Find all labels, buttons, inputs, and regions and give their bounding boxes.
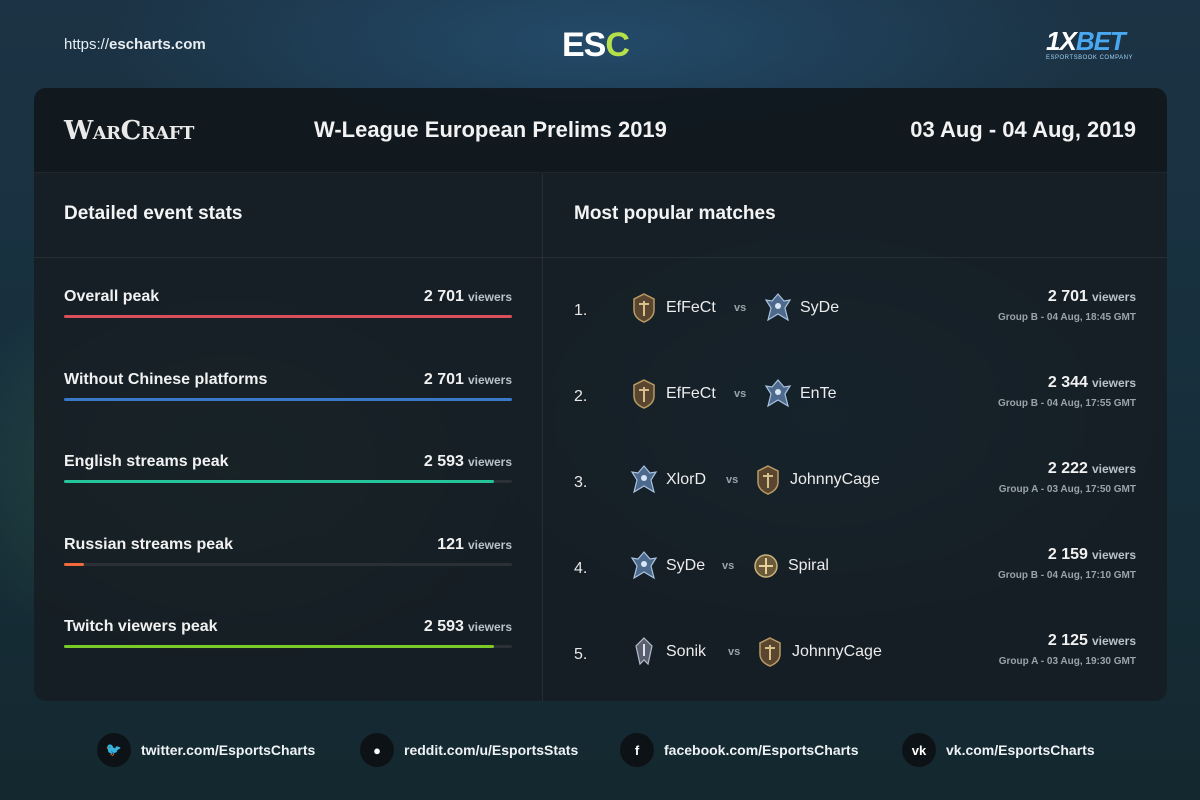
stats-section-title: Detailed event stats	[64, 203, 243, 224]
stat-label: Overall peak	[64, 288, 160, 305]
match-rank: 3.	[574, 474, 588, 491]
team2-name[interactable]: Spiral	[788, 557, 829, 574]
match-rank: 4.	[574, 560, 588, 577]
match-meta: Group B - 04 Aug, 17:55 GMT	[998, 398, 1136, 409]
game-logo: WarCraft	[64, 116, 194, 146]
undead-crest-icon	[630, 464, 658, 496]
stat-bar-fill	[64, 398, 512, 401]
facebook-label: facebook.com/EsportsCharts	[664, 742, 859, 758]
orc-crest-icon	[630, 292, 658, 324]
stat-row: Without Chinese platforms 2 701 viewers	[64, 371, 512, 411]
social-footer: 🐦 twitter.com/EsportsCharts ● reddit.com…	[0, 730, 1200, 770]
team1-name[interactable]: EfFeCt	[666, 385, 716, 402]
team1-name[interactable]: Sonik	[666, 643, 707, 660]
facebook-link[interactable]: f facebook.com/EsportsCharts	[620, 730, 859, 770]
stat-value: 2 701 viewers	[423, 371, 512, 388]
facebook-icon: f	[620, 733, 654, 767]
match-meta: Group A - 03 Aug, 19:30 GMT	[998, 656, 1136, 667]
stat-value: 2 593 viewers	[423, 453, 512, 470]
match-row[interactable]: 5. Sonik vs JohnnyCage 2 125 viewers Grou…	[574, 632, 1136, 692]
esc-logo[interactable]: ESC	[562, 26, 630, 64]
orc-crest-icon	[630, 378, 658, 410]
vk-label: vk.com/EsportsCharts	[946, 742, 1095, 758]
matches-section-title: Most popular matches	[574, 203, 776, 224]
stat-bar-track	[64, 398, 512, 401]
stat-value: 2 701 viewers	[423, 288, 512, 305]
event-title: W-League European Prelims 2019	[314, 117, 667, 142]
stat-label: Twitch viewers peak	[64, 618, 218, 635]
stat-row: Overall peak 2 701 viewers	[64, 288, 512, 328]
team1-name[interactable]: SyDe	[666, 557, 706, 574]
reddit-link[interactable]: ● reddit.com/u/EsportsStats	[360, 730, 578, 770]
stat-bar-track	[64, 480, 512, 483]
reddit-label: reddit.com/u/EsportsStats	[404, 742, 579, 758]
undead-crest-icon	[764, 378, 792, 410]
top-bar: https://escharts.com ESC 1XBET ESPORTSBO…	[0, 0, 1200, 88]
sponsor-logo[interactable]: 1XBET ESPORTSBOOK COMPANY	[1046, 26, 1133, 61]
team1-name[interactable]: XlorD	[666, 471, 707, 488]
stat-bar-fill	[64, 480, 495, 483]
match-rank: 5.	[574, 646, 588, 663]
stat-row: Russian streams peak 121 viewers	[64, 536, 512, 576]
stat-row: English streams peak 2 593 viewers	[64, 453, 512, 493]
match-viewers: 2 159 viewers	[1047, 546, 1136, 563]
match-row[interactable]: 3. XlorD vs JohnnyCage 2 222 viewers Grou…	[574, 460, 1136, 520]
match-rank: 2.	[574, 388, 588, 405]
human-crest-icon	[752, 550, 780, 582]
site-url-link[interactable]: https://escharts.com	[64, 36, 206, 53]
undead-crest-icon	[764, 292, 792, 324]
twitter-label: twitter.com/EsportsCharts	[141, 742, 316, 758]
match-meta: Group A - 03 Aug, 17:50 GMT	[998, 484, 1136, 495]
stat-bar-track	[64, 315, 512, 318]
match-row[interactable]: 1. EfFeCt vs SyDe 2 701 viewers Group B -…	[574, 288, 1136, 348]
stat-bar-fill	[64, 645, 495, 648]
team2-name[interactable]: SyDe	[800, 299, 840, 316]
row-divider	[34, 257, 1167, 258]
vs-label: vs	[728, 646, 741, 658]
vs-label: vs	[734, 302, 747, 314]
stat-bar-track	[64, 563, 512, 566]
stat-row: Twitch viewers peak 2 593 viewers	[64, 618, 512, 658]
team2-name[interactable]: JohnnyCage	[790, 471, 880, 488]
vk-icon: vk	[902, 733, 936, 767]
match-viewers: 2 125 viewers	[1047, 632, 1136, 649]
column-divider	[542, 173, 543, 701]
match-row[interactable]: 2. EfFeCt vs EnTe 2 344 viewers Group B -…	[574, 374, 1136, 434]
event-header: WarCraft W-League European Prelims 2019 …	[34, 88, 1167, 173]
match-row[interactable]: 4. SyDe vs Spiral 2 159 viewers Group B -…	[574, 546, 1136, 606]
vs-label: vs	[734, 388, 747, 400]
match-meta: Group B - 04 Aug, 18:45 GMT	[998, 312, 1136, 323]
undead-crest-icon	[630, 550, 658, 582]
match-viewers: 2 222 viewers	[1047, 460, 1136, 477]
match-viewers: 2 701 viewers	[1047, 288, 1136, 305]
event-panel: WarCraft W-League European Prelims 2019 …	[34, 88, 1167, 701]
reddit-icon: ●	[360, 733, 394, 767]
twitter-link[interactable]: 🐦 twitter.com/EsportsCharts	[97, 730, 315, 770]
match-meta: Group B - 04 Aug, 17:10 GMT	[998, 570, 1136, 581]
stat-bar-track	[64, 645, 512, 648]
team2-name[interactable]: JohnnyCage	[792, 643, 882, 660]
stat-label: Without Chinese platforms	[64, 371, 268, 388]
stat-bar-fill	[64, 315, 512, 318]
stat-bar-fill	[64, 563, 85, 566]
orc-crest-icon	[754, 464, 782, 496]
team1-name[interactable]: EfFeCt	[666, 299, 716, 316]
vs-label: vs	[722, 560, 735, 572]
match-rank: 1.	[574, 302, 588, 319]
stat-value: 2 593 viewers	[423, 618, 512, 635]
vk-link[interactable]: vk vk.com/EsportsCharts	[902, 730, 1095, 770]
orc-crest-icon	[756, 636, 784, 668]
stat-label: Russian streams peak	[64, 536, 233, 553]
stat-label: English streams peak	[64, 453, 229, 470]
nightelf-crest-icon	[630, 636, 658, 668]
match-viewers: 2 344 viewers	[1047, 374, 1136, 391]
event-dates: 03 Aug - 04 Aug, 2019	[910, 117, 1136, 142]
twitter-icon: 🐦	[97, 733, 131, 767]
vs-label: vs	[726, 474, 739, 486]
team2-name[interactable]: EnTe	[800, 385, 837, 402]
stat-value: 121 viewers	[437, 536, 512, 553]
